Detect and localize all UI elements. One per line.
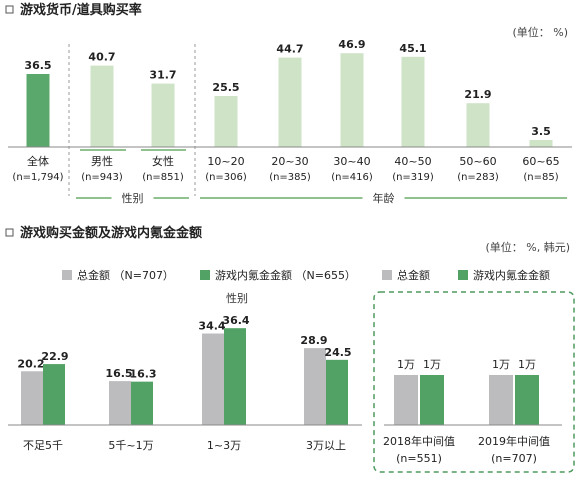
chart1-group-label: 年龄 — [373, 191, 395, 205]
median-group-sub-label: (n=707) — [491, 452, 537, 465]
median-bar-green — [515, 375, 539, 425]
chart2-data-label: 20.2 — [17, 357, 44, 370]
chart1-category-sub-label: (n=319) — [392, 172, 434, 183]
chart1-bar — [90, 65, 114, 147]
median-data-label: 1万 — [492, 358, 510, 371]
chart2-bar-series-gray — [109, 381, 131, 425]
median-bar-green — [420, 375, 444, 425]
chart1-data-label: 31.7 — [149, 69, 176, 82]
chart1-data-label: 25.5 — [212, 81, 239, 94]
chart1-category-label: 40~50 — [394, 155, 431, 168]
chart1-category-label: 男性 — [91, 154, 113, 168]
chart2-bar-series-green — [224, 328, 246, 425]
median-dashed-box — [373, 291, 575, 473]
median-group-label: 2018年中间值 — [383, 434, 455, 448]
chart1-category-sub-label: (n=85) — [523, 172, 558, 183]
chart1-category-label: 全体 — [27, 154, 49, 168]
chart1-category-label: 60~65 — [522, 155, 559, 168]
chart2-data-label: 28.9 — [300, 334, 327, 347]
chart2-data-label: 36.4 — [222, 314, 249, 327]
chart1-category-sub-label: (n=306) — [205, 172, 247, 183]
chart1-category-sub-label: (n=385) — [269, 172, 311, 183]
chart2-floating-label: 性别 — [226, 291, 248, 305]
chart1-category-label: 10~20 — [207, 155, 244, 168]
median-bar-gray — [489, 375, 513, 425]
chart1-category-sub-label: (n=283) — [457, 172, 499, 183]
legend-label: 总金额 （N=707） — [77, 268, 174, 282]
legend-swatch-gray — [382, 270, 392, 280]
chart2-unit-label: (单位： %, 韩元) — [485, 240, 570, 254]
chart1-bar — [214, 96, 238, 147]
legend-label: 总金额 — [397, 268, 430, 282]
chart1-bar — [340, 53, 364, 148]
chart1-unit-label: (单位： %) — [512, 25, 568, 39]
chart1-bar — [26, 74, 50, 147]
chart2-category-label: 5千~1万 — [108, 439, 153, 452]
chart1-bar — [278, 57, 302, 147]
section-bullet-icon — [5, 228, 14, 237]
median-data-label: 1万 — [423, 358, 441, 371]
median-group-sub-label: (n=551) — [396, 452, 442, 465]
chart2-data-label: 16.3 — [129, 368, 156, 381]
chart1-data-label: 40.7 — [88, 51, 115, 64]
chart2-bar-series-green — [326, 359, 348, 425]
chart1-category-sub-label: (n=851) — [142, 172, 184, 183]
chart2-bar-series-gray — [202, 333, 224, 425]
chart1-data-label: 3.5 — [531, 125, 551, 138]
section-bullet-icon — [5, 5, 14, 14]
legend-label: 游戏内氪金金额 （N=655） — [215, 268, 356, 282]
chart2-category-label: 3万以上 — [306, 439, 346, 452]
chart1-category-sub-label: (n=943) — [81, 172, 123, 183]
chart2-bar-series-gray — [304, 348, 326, 425]
chart1-data-label: 46.9 — [338, 38, 365, 51]
chart1-group-label: 性别 — [122, 191, 144, 205]
chart2-data-label: 34.4 — [198, 319, 225, 332]
median-bar-gray — [394, 375, 418, 425]
chart1-category-sub-label: (n=416) — [331, 172, 373, 183]
chart2-title: 游戏购买金额及游戏内氪金金额 — [20, 225, 202, 241]
chart2-bar-series-green — [43, 364, 65, 425]
chart1-category-sub-label: (n=1,794) — [12, 172, 63, 183]
chart1-category-label: 50~60 — [459, 155, 496, 168]
chart1-bar — [401, 56, 425, 147]
chart1-category-label: 女性 — [152, 154, 174, 168]
chart2-category-label: 不足5千 — [23, 439, 63, 452]
chart2-data-label: 24.5 — [324, 346, 351, 359]
chart1-data-label: 36.5 — [24, 59, 51, 72]
chart1-category-label: 30~40 — [333, 155, 370, 168]
chart1-data-label: 44.7 — [276, 43, 303, 56]
median-group-label: 2019年中间值 — [478, 434, 550, 448]
chart1-title: 游戏货币/道具购买率 — [20, 2, 142, 18]
chart1-data-label: 21.9 — [464, 88, 491, 101]
chart1-bar — [466, 103, 490, 147]
chart2-bar-series-green — [131, 381, 153, 425]
chart2-category-label: 1~3万 — [207, 439, 241, 452]
legend-swatch-gray — [62, 270, 72, 280]
chart2-data-label: 22.9 — [41, 350, 68, 363]
legend-swatch-green — [458, 270, 468, 280]
legend-label: 游戏内氪金金额 — [473, 268, 550, 282]
median-data-label: 1万 — [397, 358, 415, 371]
chart1-bar — [151, 83, 175, 147]
median-data-label: 1万 — [518, 358, 536, 371]
chart2-data-label: 16.5 — [105, 367, 132, 380]
chart1-data-label: 45.1 — [399, 42, 426, 55]
chart1-category-label: 20~30 — [271, 155, 308, 168]
chart2-bar-series-gray — [21, 371, 43, 425]
legend-swatch-green — [200, 270, 210, 280]
chart1-bar — [529, 140, 553, 147]
